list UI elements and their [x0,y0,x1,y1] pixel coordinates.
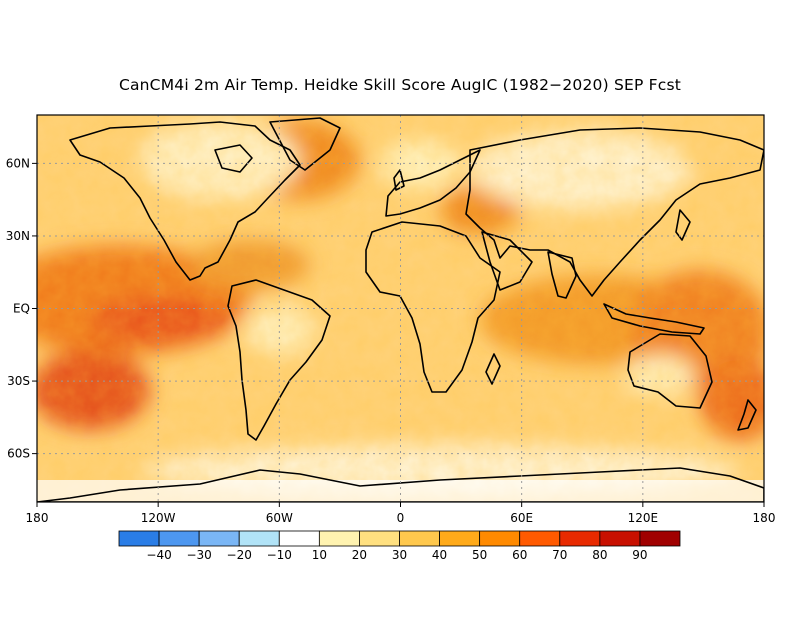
lat-label: EQ [13,302,30,316]
colorbar-swatch [519,530,561,547]
coastlines [37,117,764,502]
lat-label: 30S [7,374,30,388]
lon-label: 180 [753,511,776,525]
map-title: CanCM4i 2m Air Temp. Heidke Skill Score … [118,76,682,94]
colorbar-swatch [278,530,320,547]
africa-outline [365,221,501,393]
lon-label: 60W [266,511,293,525]
india-outline [547,251,577,299]
colorbar-label: 40 [432,548,447,562]
colorbar-label: 50 [472,548,487,562]
colorbar-swatch [359,530,400,547]
colorbar-label: 20 [352,548,367,562]
latitude-labels: 60N 30N EQ 30S 60S [6,156,37,461]
hudson-bay-outline [214,144,253,173]
colorbar-label: −10 [267,548,292,562]
lon-label: 120W [141,511,176,525]
arabia-outline [481,231,533,291]
colorbar-label: 60 [512,548,527,562]
colorbar-label: 90 [632,548,647,562]
uk-outline [393,169,405,191]
lon-label: 120E [628,511,659,525]
lat-label: 60N [6,156,30,170]
colorbar-swatch [198,530,240,547]
greenland-outline [269,117,341,171]
colorbar-label: 80 [592,548,607,562]
antarctica-outline [37,467,764,502]
lon-label: 60E [510,511,533,525]
colorbar-label: 70 [552,548,567,562]
colorbar: −40 −30 −20 −10 10 20 30 40 50 60 70 80 90 [118,530,681,562]
south-america-outline [227,279,331,441]
madagascar-outline [485,353,501,385]
colorbar-label: 30 [392,548,407,562]
colorbar-swatch [318,530,360,547]
map-gridlines [37,115,764,502]
colorbar-swatch [559,530,601,547]
colorbar-label: −20 [227,548,252,562]
colorbar-swatch [118,530,160,547]
colorbar-swatch [158,530,200,547]
asia-outline [465,127,764,297]
lat-label: 60S [7,447,30,461]
colorbar-label: −40 [146,548,171,562]
colorbar-label: −30 [186,548,211,562]
colorbar-swatch [479,530,521,547]
lat-label: 30N [6,229,30,243]
lon-label: 0 [397,511,405,525]
colorbar-swatch [238,530,280,547]
colorbar-swatch [439,530,481,547]
north-america-outline [69,121,301,281]
longitude-labels: 180 120W 60W 0 60E 120E 180 [26,502,776,525]
lon-label: 180 [26,511,49,525]
new-zealand-outline [737,399,757,431]
japan-outline [675,209,691,241]
colorbar-swatch [399,530,440,547]
colorbar-label: 10 [312,548,327,562]
indonesia-outline [603,303,705,335]
colorbar-swatch [599,530,641,547]
colorbar-swatch [639,530,681,547]
